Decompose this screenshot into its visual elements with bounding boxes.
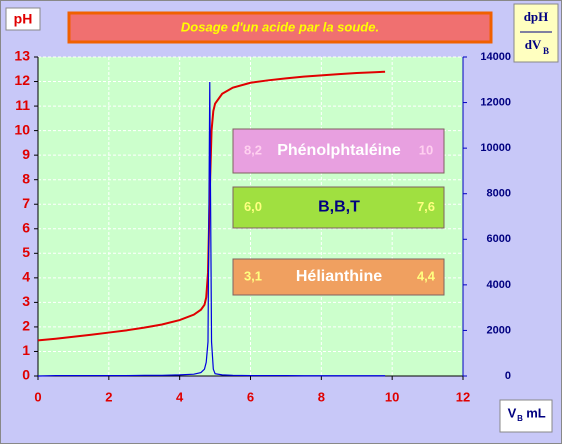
x-axis-label-unit: mL (526, 405, 546, 420)
x-tick-label: 4 (176, 389, 184, 404)
y-tick-label: 0 (22, 367, 30, 383)
indicator-low: 3,1 (244, 268, 262, 283)
y2-tick-label: 10000 (480, 142, 511, 154)
data-line (37, 70, 386, 342)
y-tick-label: 11 (15, 97, 30, 113)
x-axis-label: V (508, 405, 517, 420)
y-tick-label: 8 (22, 170, 30, 186)
x-tick-label: 2 (105, 389, 112, 404)
indicator-high: 4,4 (417, 268, 436, 283)
y-tick-label: 10 (14, 121, 30, 137)
x-tick-label: 6 (247, 389, 254, 404)
indicator-high: 10 (419, 142, 433, 157)
y-tick-label: 4 (22, 269, 30, 285)
y2-tick-label: 4000 (487, 279, 511, 291)
y2-tick-label: 0 (505, 370, 511, 382)
y2-tick-label: 12000 (480, 96, 511, 108)
y2-tick-label: 2000 (487, 324, 511, 336)
y2-tick-label: 8000 (487, 188, 511, 200)
y-tick-label: 7 (22, 195, 30, 211)
indicator-high: 7,6 (417, 199, 435, 214)
x-label-box (499, 399, 553, 433)
x-axis-label-sub: B (517, 414, 523, 423)
x-tick-label: 0 (34, 389, 41, 404)
y-tick-label: 1 (22, 342, 30, 358)
indicator-low: 8,2 (244, 142, 262, 157)
y2-tick-label: 14000 (480, 51, 511, 63)
indicator-name: B,B,T (318, 199, 360, 216)
indicator-low: 6,0 (244, 199, 262, 214)
x-tick-label: 12 (456, 389, 470, 404)
y2-tick-label: 6000 (487, 233, 511, 245)
y2-axis-label: dpH (524, 9, 549, 24)
y-tick-label: 5 (22, 244, 30, 260)
y-tick-label: 13 (14, 48, 30, 64)
title-box (67, 11, 493, 44)
y2-label-box (513, 3, 559, 63)
x-tick-label: 8 (318, 389, 325, 404)
indicator-name: Hélianthine (296, 268, 382, 285)
data-line (37, 82, 386, 377)
y-tick-label: 2 (22, 318, 30, 334)
y-axis-label: pH (14, 11, 33, 27)
indicator-name: Phénolphtaléine (277, 142, 401, 159)
y2-axis-label-sub: B (543, 46, 549, 56)
indicator-box (232, 186, 445, 229)
y-tick-label: 3 (22, 293, 30, 309)
y2-axis-label: dV (525, 37, 542, 52)
chart-title: Dosage d'un acide par la soude. (181, 19, 379, 34)
indicator-box (232, 258, 445, 296)
y-label-box (5, 7, 41, 31)
y-tick-label: 6 (22, 219, 30, 235)
indicator-box (232, 128, 445, 174)
x-tick-label: 10 (385, 389, 399, 404)
y-tick-label: 12 (14, 72, 30, 88)
y-tick-label: 9 (22, 146, 30, 162)
